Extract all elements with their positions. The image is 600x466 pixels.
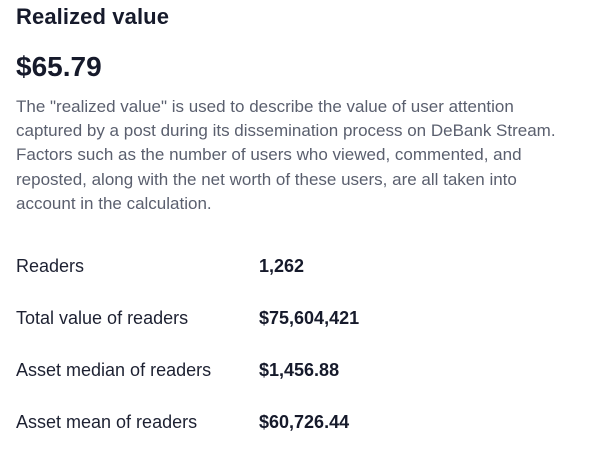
stat-row-total-value: Total value of readers $75,604,421 [16, 304, 576, 356]
page-title: Realized value [16, 4, 170, 29]
stat-row-readers: Readers 1,262 [16, 252, 576, 304]
stat-value: $75,604,421 [259, 308, 360, 328]
stat-label: Asset median of readers [16, 360, 212, 380]
stat-label: Total value of readers [16, 308, 189, 328]
stat-value: $1,456.88 [259, 360, 340, 380]
stat-label: Readers [16, 256, 85, 276]
realized-value-description: The "realized value" is used to describe… [16, 97, 556, 213]
stats-list: Readers 1,262 Total value of readers $75… [16, 252, 576, 460]
stat-row-asset-mean: Asset mean of readers $60,726.44 [16, 408, 576, 460]
stat-label: Asset mean of readers [16, 412, 198, 432]
stat-value: $60,726.44 [259, 412, 350, 432]
stat-value: 1,262 [259, 256, 305, 276]
realized-value-amount: $65.79 [16, 51, 102, 82]
stat-row-asset-median: Asset median of readers $1,456.88 [16, 356, 576, 408]
